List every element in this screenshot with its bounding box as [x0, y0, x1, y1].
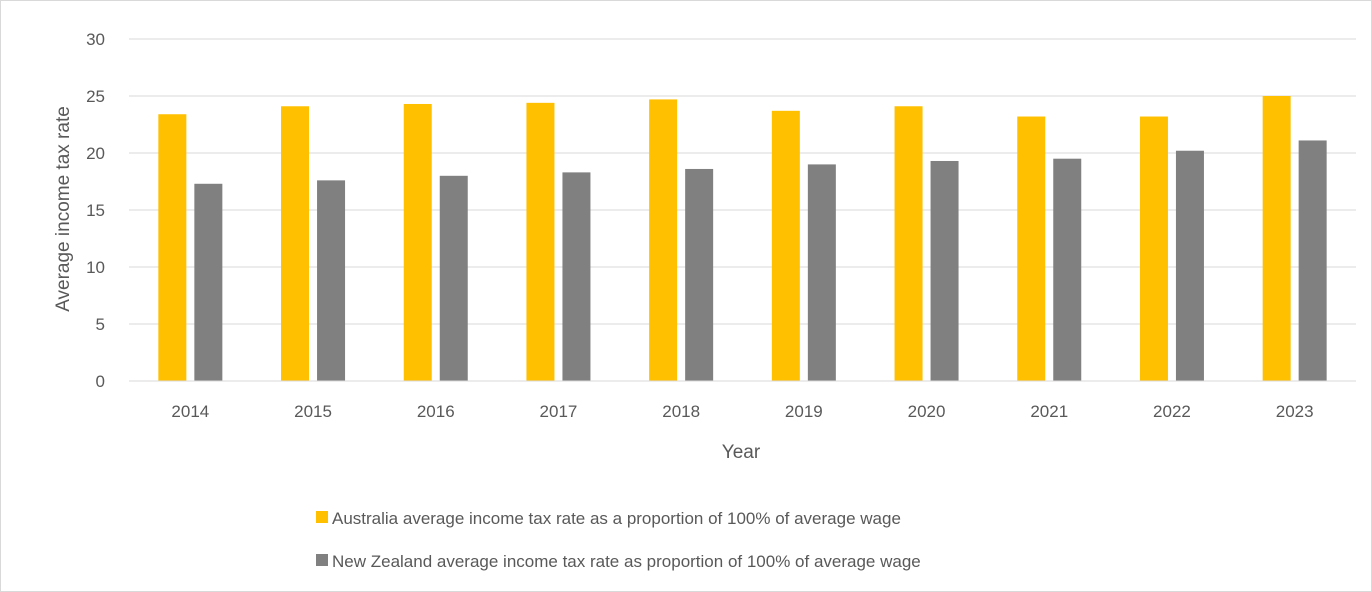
bar-australia — [1262, 96, 1291, 381]
y-tick-label: 20 — [86, 144, 105, 163]
bar-new-zealand — [1175, 150, 1204, 381]
y-axis-title: Average income tax rate — [53, 106, 74, 312]
y-tick-label: 0 — [96, 372, 105, 391]
bar-australia — [894, 106, 923, 381]
legend-swatch — [316, 554, 328, 566]
x-tick-label: 2022 — [1153, 402, 1191, 421]
x-tick-label: 2015 — [294, 402, 332, 421]
bars — [158, 96, 1327, 382]
x-tick-label: 2014 — [171, 402, 209, 421]
legend-label: Australia average income tax rate as a p… — [332, 509, 901, 528]
bar-new-zealand — [930, 160, 959, 381]
y-tick-label: 15 — [86, 201, 105, 220]
bar-australia — [649, 99, 678, 382]
x-tick-label: 2023 — [1276, 402, 1314, 421]
x-tick-label: 2021 — [1030, 402, 1068, 421]
x-tick-label: 2019 — [785, 402, 823, 421]
y-tick-labels: 0 5 10 15 20 25 30 — [86, 30, 105, 391]
bar-australia — [403, 103, 432, 381]
bar-australia — [281, 106, 310, 381]
bar-new-zealand — [1053, 158, 1082, 381]
x-tick-label: 2016 — [417, 402, 455, 421]
x-axis-title: Year — [722, 442, 761, 463]
gridlines — [129, 38, 1356, 325]
bar-australia — [526, 102, 555, 381]
x-tick-label: 2020 — [908, 402, 946, 421]
y-tick-label: 10 — [86, 258, 105, 277]
legend-label: New Zealand average income tax rate as p… — [332, 552, 921, 571]
x-tick-label: 2017 — [540, 402, 578, 421]
legend-swatch — [316, 511, 328, 523]
bar-australia — [158, 114, 187, 382]
bar-australia — [1017, 116, 1046, 382]
bar-new-zealand — [194, 183, 223, 381]
bar-new-zealand — [562, 172, 591, 381]
y-tick-label: 25 — [86, 87, 105, 106]
bar-new-zealand — [439, 175, 468, 381]
y-tick-label: 30 — [86, 30, 105, 49]
legend: Australia average income tax rate as a p… — [316, 509, 921, 571]
bar-australia — [771, 110, 800, 381]
bar-new-zealand — [685, 168, 714, 381]
bar-new-zealand — [807, 164, 836, 381]
y-tick-label: 5 — [96, 315, 105, 334]
x-tick-label: 2018 — [662, 402, 700, 421]
bar-australia — [1139, 116, 1168, 382]
bar-new-zealand — [1298, 140, 1327, 381]
bar-new-zealand — [317, 180, 346, 381]
x-tick-labels: 2014 2015 2016 2017 2018 2019 2020 2021 2022 2023 — [171, 402, 1313, 421]
